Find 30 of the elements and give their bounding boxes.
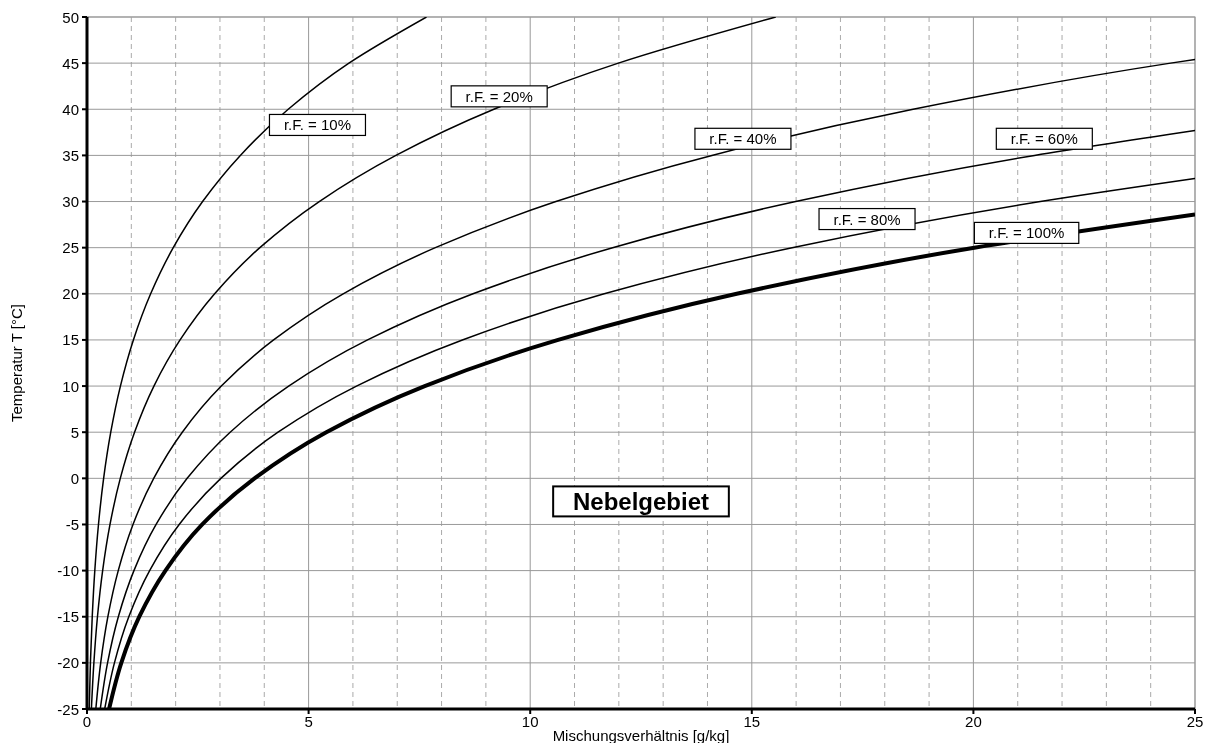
y-tick-label: 45 <box>62 54 79 72</box>
y-tick-label: -5 <box>65 515 79 533</box>
x-tick-label: 5 <box>304 713 313 730</box>
y-tick-label: 5 <box>70 423 79 441</box>
y-axis-title: Temperatur T [°C] <box>8 304 25 422</box>
x-tick-label: 15 <box>743 713 761 730</box>
y-tick-label: -20 <box>57 654 79 672</box>
y-tick-label: 35 <box>62 146 79 164</box>
y-tick-label: 40 <box>62 100 79 118</box>
series-label: r.F. = 100% <box>988 224 1065 242</box>
y-tick-label: 50 <box>62 8 79 26</box>
y-tick-label: -25 <box>57 700 79 718</box>
y-tick-label: -10 <box>57 562 79 580</box>
y-tick-label: 30 <box>62 193 79 211</box>
series-label: r.F. = 10% <box>283 116 352 134</box>
series-label: r.F. = 40% <box>709 130 777 148</box>
y-tick-label: -15 <box>57 608 79 626</box>
series-label: r.F. = 20% <box>465 87 533 105</box>
series-label: r.F. = 60% <box>1010 130 1078 148</box>
x-tick-label: 20 <box>965 713 982 730</box>
y-tick-label: 0 <box>70 469 79 487</box>
x-tick-label: 10 <box>521 713 539 730</box>
y-tick-label: 10 <box>62 377 79 395</box>
x-tick-label: 25 <box>1186 713 1204 730</box>
y-tick-label: 20 <box>62 285 79 303</box>
y-tick-label: 25 <box>62 239 79 257</box>
series-label: r.F. = 80% <box>833 210 901 228</box>
annotation: Nebelgebiet <box>572 487 710 515</box>
y-tick-label: 15 <box>62 331 79 349</box>
x-tick-label: 0 <box>82 713 92 730</box>
